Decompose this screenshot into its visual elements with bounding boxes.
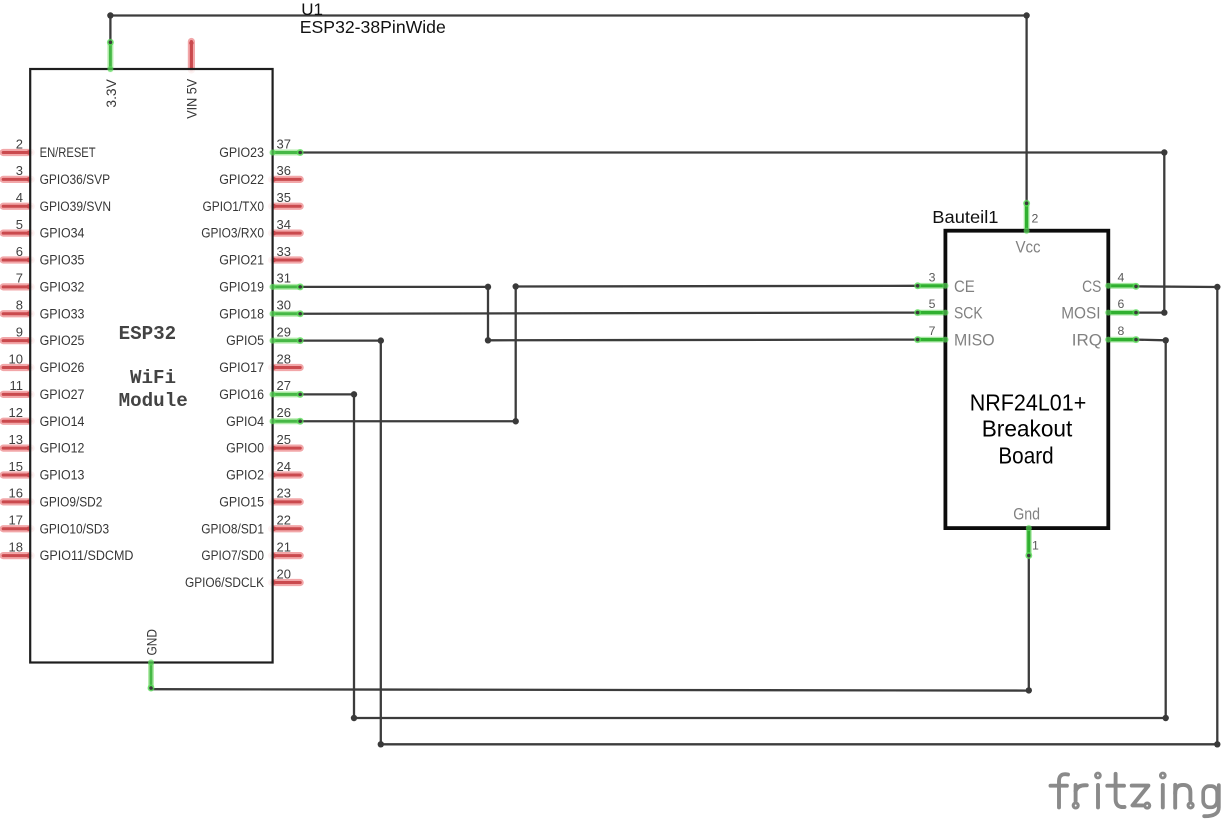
svg-text:Breakout: Breakout xyxy=(982,416,1073,442)
svg-text:NRF24L01+: NRF24L01+ xyxy=(970,389,1087,415)
svg-text:ESP32: ESP32 xyxy=(119,323,177,345)
svg-text:GPIO22: GPIO22 xyxy=(219,172,264,187)
svg-text:GPIO34: GPIO34 xyxy=(40,226,85,241)
svg-text:26: 26 xyxy=(277,405,291,420)
svg-text:MOSI: MOSI xyxy=(1061,305,1100,323)
svg-text:GPIO25: GPIO25 xyxy=(40,333,85,348)
svg-text:4: 4 xyxy=(16,190,23,205)
svg-text:21: 21 xyxy=(277,539,291,554)
svg-text:31: 31 xyxy=(277,271,291,286)
svg-text:3: 3 xyxy=(929,270,936,284)
svg-text:8: 8 xyxy=(16,298,23,313)
svg-text:GPIO8/SD1: GPIO8/SD1 xyxy=(201,521,264,536)
svg-text:3.3V: 3.3V xyxy=(104,78,119,107)
svg-text:U1: U1 xyxy=(301,0,323,19)
svg-text:GPIO15: GPIO15 xyxy=(219,494,264,509)
svg-text:GPIO19: GPIO19 xyxy=(219,279,264,294)
svg-text:2: 2 xyxy=(16,136,23,151)
svg-text:24: 24 xyxy=(277,459,291,474)
svg-text:20: 20 xyxy=(277,566,291,581)
svg-text:GPIO7/SD0: GPIO7/SD0 xyxy=(201,548,264,563)
svg-text:GPIO35: GPIO35 xyxy=(40,253,85,268)
svg-text:18: 18 xyxy=(9,539,23,554)
svg-text:12: 12 xyxy=(9,405,23,420)
svg-text:GPIO12: GPIO12 xyxy=(40,441,85,456)
svg-text:30: 30 xyxy=(277,298,291,313)
svg-text:11: 11 xyxy=(10,378,24,393)
svg-text:EN/RESET: EN/RESET xyxy=(40,145,96,160)
svg-text:6: 6 xyxy=(16,244,23,259)
svg-text:GPIO26: GPIO26 xyxy=(40,360,85,375)
svg-text:GPIO36/SVP: GPIO36/SVP xyxy=(40,172,111,187)
svg-text:GND: GND xyxy=(145,629,160,655)
svg-text:28: 28 xyxy=(277,351,291,366)
svg-text:GPIO10/SD3: GPIO10/SD3 xyxy=(40,521,110,536)
svg-text:3: 3 xyxy=(16,163,23,178)
svg-text:WiFi: WiFi xyxy=(130,367,176,389)
svg-text:GPIO27: GPIO27 xyxy=(40,387,85,402)
svg-text:CS: CS xyxy=(1082,278,1101,296)
svg-text:13: 13 xyxy=(9,432,23,447)
svg-text:29: 29 xyxy=(277,324,291,339)
svg-text:6: 6 xyxy=(1118,297,1125,311)
svg-text:GPIO2: GPIO2 xyxy=(226,468,264,483)
svg-text:GPIO32: GPIO32 xyxy=(40,279,85,294)
svg-text:VIN 5V: VIN 5V xyxy=(185,78,200,119)
svg-text:7: 7 xyxy=(16,271,23,286)
svg-text:GPIO9/SD2: GPIO9/SD2 xyxy=(40,494,103,509)
svg-text:Bauteil1: Bauteil1 xyxy=(932,207,998,227)
svg-text:2: 2 xyxy=(1032,212,1039,226)
svg-text:GPIO23: GPIO23 xyxy=(219,145,264,160)
svg-text:5: 5 xyxy=(929,297,936,311)
svg-text:MISO: MISO xyxy=(954,332,995,350)
svg-text:IRQ: IRQ xyxy=(1072,332,1102,350)
svg-text:GPIO13: GPIO13 xyxy=(40,468,85,483)
svg-text:GPIO16: GPIO16 xyxy=(219,387,264,402)
svg-text:SCK: SCK xyxy=(954,305,983,323)
svg-text:4: 4 xyxy=(1118,270,1125,284)
svg-text:8: 8 xyxy=(1118,324,1125,338)
svg-text:GPIO1/TX0: GPIO1/TX0 xyxy=(203,199,265,214)
svg-text:GPIO3/RX0: GPIO3/RX0 xyxy=(201,226,264,241)
svg-text:15: 15 xyxy=(9,459,23,474)
svg-text:33: 33 xyxy=(277,244,291,259)
svg-text:25: 25 xyxy=(277,432,291,447)
svg-text:Vcc: Vcc xyxy=(1015,238,1040,256)
svg-text:23: 23 xyxy=(277,486,291,501)
svg-text:ESP32-38PinWide: ESP32-38PinWide xyxy=(300,17,446,37)
svg-text:Board: Board xyxy=(998,442,1053,468)
svg-text:1: 1 xyxy=(1032,539,1039,553)
svg-text:17: 17 xyxy=(9,513,23,528)
svg-text:GPIO21: GPIO21 xyxy=(219,253,264,268)
svg-text:GPIO5: GPIO5 xyxy=(226,333,264,348)
svg-text:16: 16 xyxy=(9,486,23,501)
svg-text:37: 37 xyxy=(277,136,291,151)
svg-text:GPIO11/SDCMD: GPIO11/SDCMD xyxy=(40,548,134,563)
svg-text:GPIO0: GPIO0 xyxy=(226,441,264,456)
svg-text:34: 34 xyxy=(277,217,291,232)
svg-text:27: 27 xyxy=(277,378,291,393)
svg-text:GPIO17: GPIO17 xyxy=(219,360,264,375)
svg-text:35: 35 xyxy=(277,190,291,205)
svg-text:10: 10 xyxy=(9,351,23,366)
svg-text:5: 5 xyxy=(16,217,23,232)
svg-text:Gnd: Gnd xyxy=(1013,506,1040,524)
svg-text:22: 22 xyxy=(277,513,291,528)
svg-text:CE: CE xyxy=(954,278,975,296)
svg-text:GPIO4: GPIO4 xyxy=(226,414,264,429)
svg-text:GPIO33: GPIO33 xyxy=(40,306,85,321)
svg-text:GPIO6/SDCLK: GPIO6/SDCLK xyxy=(185,575,264,590)
svg-text:Module: Module xyxy=(119,390,188,412)
svg-text:GPIO39/SVN: GPIO39/SVN xyxy=(40,199,112,214)
svg-text:GPIO14: GPIO14 xyxy=(40,414,85,429)
svg-text:GPIO18: GPIO18 xyxy=(219,306,264,321)
svg-text:9: 9 xyxy=(16,324,23,339)
svg-text:7: 7 xyxy=(929,324,936,338)
svg-text:36: 36 xyxy=(277,163,291,178)
